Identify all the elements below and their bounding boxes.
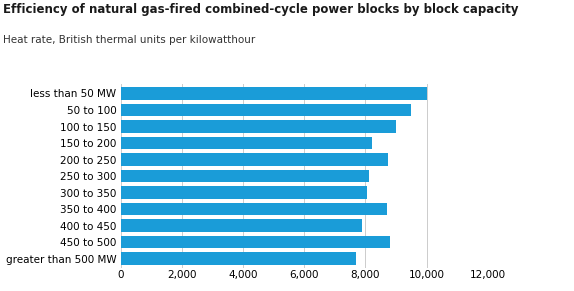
Bar [121,186,367,199]
Bar [121,236,390,248]
Bar [121,153,389,166]
Bar [121,137,371,149]
Bar [121,219,362,232]
Bar [121,87,426,100]
Bar [121,104,412,116]
Bar [121,120,396,133]
Text: Efficiency of natural gas-fired combined-cycle power blocks by block capacity: Efficiency of natural gas-fired combined… [3,3,518,16]
Bar [121,252,356,265]
Bar [121,170,369,182]
Text: Heat rate, British thermal units per kilowatthour: Heat rate, British thermal units per kil… [3,35,255,45]
Bar [121,203,387,215]
